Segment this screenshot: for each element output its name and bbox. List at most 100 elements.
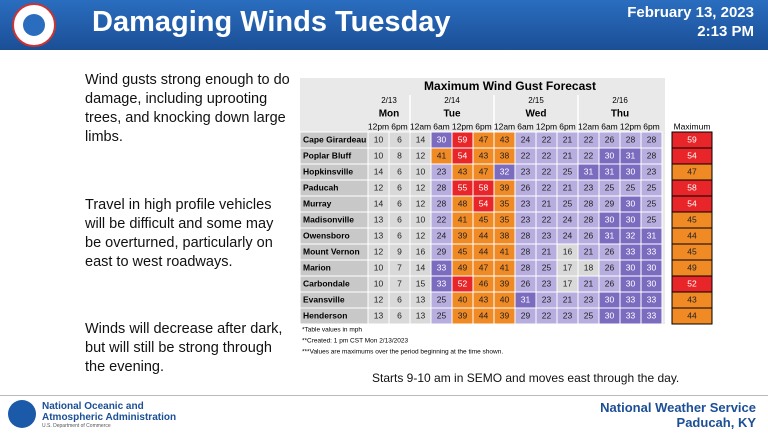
gust-value: 16 (416, 246, 426, 256)
gust-value: 10 (374, 150, 384, 160)
gust-value: 22 (584, 150, 594, 160)
gust-value: 21 (584, 246, 594, 256)
org-sub: U.S. Department of Commerce (42, 423, 111, 429)
gust-value: 13 (374, 310, 384, 320)
gust-value: 41 (500, 246, 510, 256)
gust-value: 48 (458, 198, 468, 208)
gust-value: 25 (584, 310, 594, 320)
gust-value: 22 (542, 214, 552, 224)
gust-value: 25 (605, 182, 615, 192)
gust-value: 14 (416, 134, 426, 144)
gust-value: 30 (605, 310, 615, 320)
time-label: 6pm (391, 121, 408, 131)
slide-title: Damaging Winds Tuesday (92, 6, 451, 38)
gust-value: 8 (397, 150, 402, 160)
gust-value: 13 (416, 310, 426, 320)
org-line: National Oceanic and (42, 401, 144, 412)
gust-value: 15 (416, 278, 426, 288)
time-label: 12pm (368, 121, 389, 131)
time-label: 6pm (559, 121, 576, 131)
date-label: 2/16 (612, 96, 628, 105)
gust-value: 38 (500, 230, 510, 240)
noaa-logo (8, 400, 36, 428)
day-label: Mon (379, 109, 400, 120)
gust-value: 41 (500, 262, 510, 272)
gust-value: 28 (647, 134, 657, 144)
gust-value: 28 (521, 246, 531, 256)
gust-value: 10 (374, 262, 384, 272)
office: National Weather Service Paducah, KY (600, 400, 756, 430)
gust-value: 43 (500, 134, 510, 144)
gust-value: 26 (521, 278, 531, 288)
gust-value: 13 (374, 230, 384, 240)
max-header: Maximum (674, 121, 711, 131)
gust-value: 55 (458, 182, 468, 192)
time-label: 12pm (536, 121, 557, 131)
footer: National Oceanic and Atmospheric Administ… (0, 395, 768, 433)
office-location: Paducah, KY (676, 415, 756, 430)
gust-value: 31 (626, 150, 636, 160)
gust-value: 26 (521, 182, 531, 192)
gust-value: 26 (605, 246, 615, 256)
gust-value: 35 (500, 198, 510, 208)
gust-value: 28 (437, 198, 447, 208)
gust-value: 26 (605, 134, 615, 144)
gust-value: 44 (479, 230, 489, 240)
max-value: 43 (687, 294, 697, 304)
gust-value: 7 (397, 262, 402, 272)
gust-value: 6 (397, 294, 402, 304)
gust-value: 33 (647, 294, 657, 304)
gust-value: 30 (647, 278, 657, 288)
gust-value: 22 (584, 134, 594, 144)
station-name: Henderson (303, 310, 347, 320)
gust-value: 28 (584, 198, 594, 208)
day-label: Wed (526, 109, 547, 120)
header-bar: Damaging Winds Tuesday February 13, 2023… (0, 0, 768, 50)
gust-value: 29 (521, 310, 531, 320)
gust-value: 45 (479, 214, 489, 224)
gust-value: 12 (374, 182, 384, 192)
gust-value: 33 (626, 294, 636, 304)
paragraph: Wind gusts strong enough to do damage, i… (85, 72, 290, 145)
gust-value: 23 (647, 166, 657, 176)
gust-value: 25 (437, 294, 447, 304)
gust-value: 28 (626, 134, 636, 144)
gust-value: 22 (521, 150, 531, 160)
caption: Starts 9-10 am in SEMO and moves east th… (372, 371, 680, 385)
station-name: Madisonville (303, 214, 354, 224)
max-value: 44 (687, 230, 697, 240)
gust-value: 29 (605, 198, 615, 208)
gust-value: 32 (500, 166, 510, 176)
gust-value: 22 (542, 166, 552, 176)
gust-value: 12 (374, 294, 384, 304)
table-note: ***Values are maximums over the period b… (302, 349, 503, 356)
max-value: 54 (687, 150, 697, 160)
gust-value: 25 (542, 262, 552, 272)
max-value: 59 (687, 134, 697, 144)
gust-value: 39 (500, 278, 510, 288)
gust-value: 14 (374, 166, 384, 176)
max-value: 54 (687, 198, 697, 208)
gust-value: 43 (479, 294, 489, 304)
gust-value: 22 (437, 214, 447, 224)
gust-value: 30 (626, 214, 636, 224)
gust-value: 30 (626, 278, 636, 288)
gust-value: 33 (647, 310, 657, 320)
gust-value: 31 (605, 230, 615, 240)
gust-value: 39 (458, 230, 468, 240)
gust-value: 45 (458, 246, 468, 256)
gust-value: 40 (458, 294, 468, 304)
gust-value: 12 (416, 198, 426, 208)
time-label: 6am (433, 121, 450, 131)
time-label: 6am (517, 121, 534, 131)
station-name: Evansville (303, 294, 345, 304)
gust-value: 30 (626, 166, 636, 176)
gust-value: 33 (626, 246, 636, 256)
station-name: Marion (303, 262, 331, 272)
station-name: Carbondale (303, 278, 350, 288)
time-label: 6pm (475, 121, 492, 131)
max-value: 45 (687, 246, 697, 256)
date: February 13, 2023 (627, 4, 754, 21)
